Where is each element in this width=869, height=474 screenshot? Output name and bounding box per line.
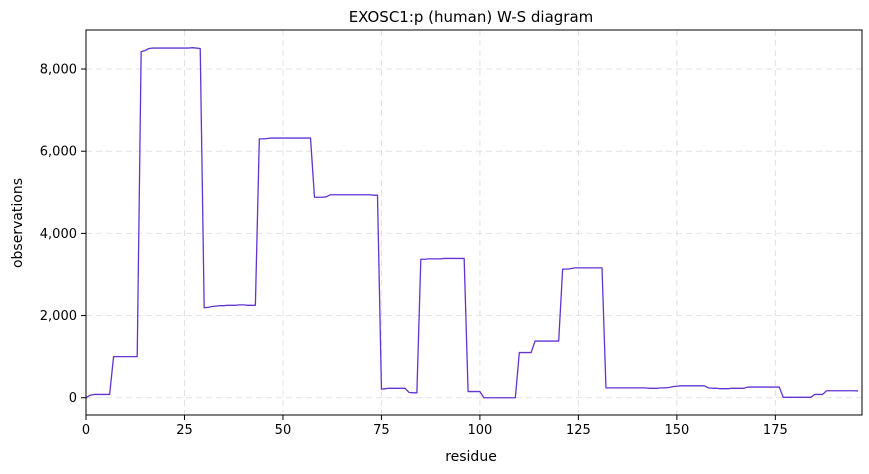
- series-layer: [85, 47, 859, 399]
- x-tick-label: 25: [176, 423, 193, 438]
- grid-lines: [85, 30, 862, 415]
- x-tick-label: 75: [373, 423, 390, 438]
- y-tick-label: 6,000: [40, 145, 77, 160]
- plot-area-frame: [85, 29, 863, 416]
- y-tick-label: 2,000: [40, 309, 77, 324]
- x-tick-label: 125: [566, 423, 591, 438]
- y-tick-label: 8,000: [40, 63, 77, 78]
- y-tick-label: 0: [69, 391, 77, 406]
- series-line-0: [85, 47, 859, 399]
- chart-title: EXOSC1:p (human) W-S diagram: [349, 8, 594, 26]
- x-axis-label: residue: [445, 449, 497, 465]
- x-tick-label: 150: [664, 423, 689, 438]
- x-tick-label: 100: [467, 423, 492, 438]
- x-tick-label: 50: [275, 423, 292, 438]
- x-tick-label: 175: [763, 423, 788, 438]
- x-tick-label: 0: [82, 423, 90, 438]
- y-axis-label: observations: [10, 178, 26, 268]
- axis-ticks: 0 25 50 75 100 125 150 175 0 2,000 4,000 6,000 8,000: [40, 63, 788, 438]
- y-tick-label: 4,000: [40, 227, 77, 242]
